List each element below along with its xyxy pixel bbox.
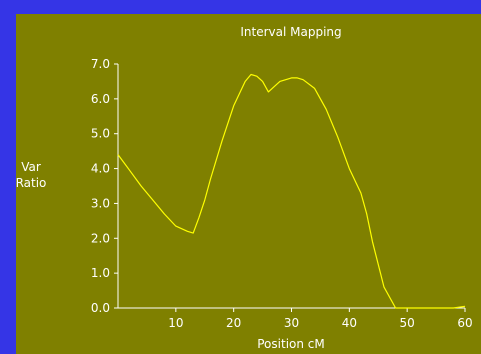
plot-panel: Interval Mapping Var Ratio Position cM 0… (16, 14, 481, 354)
y-tick-label: 1.0 (91, 266, 110, 280)
x-tick-label: 30 (284, 316, 299, 330)
y-tick-label: 7.0 (91, 57, 110, 71)
x-tick-label: 60 (457, 316, 472, 330)
y-tick-label: 5.0 (91, 127, 110, 141)
y-tick-label: 2.0 (91, 231, 110, 245)
x-tick-label: 10 (168, 316, 183, 330)
y-tick-label: 4.0 (91, 162, 110, 176)
var-ratio-series-line (117, 73, 466, 309)
x-axis-label: Position cM (257, 337, 325, 351)
y-tick-label: 0.0 (91, 301, 110, 315)
y-axis-label-line2: Ratio (16, 176, 46, 190)
x-tick-label: 20 (226, 316, 241, 330)
y-tick-label: 6.0 (91, 92, 110, 106)
x-tick-label: 50 (400, 316, 415, 330)
y-axis-label-line1: Var (21, 160, 41, 174)
x-tick-label: 40 (342, 316, 357, 330)
y-tick-label: 3.0 (91, 196, 110, 210)
chart-title: Interval Mapping (240, 25, 341, 39)
interval-mapping-chart: Interval Mapping Var Ratio Position cM 0… (16, 25, 473, 351)
